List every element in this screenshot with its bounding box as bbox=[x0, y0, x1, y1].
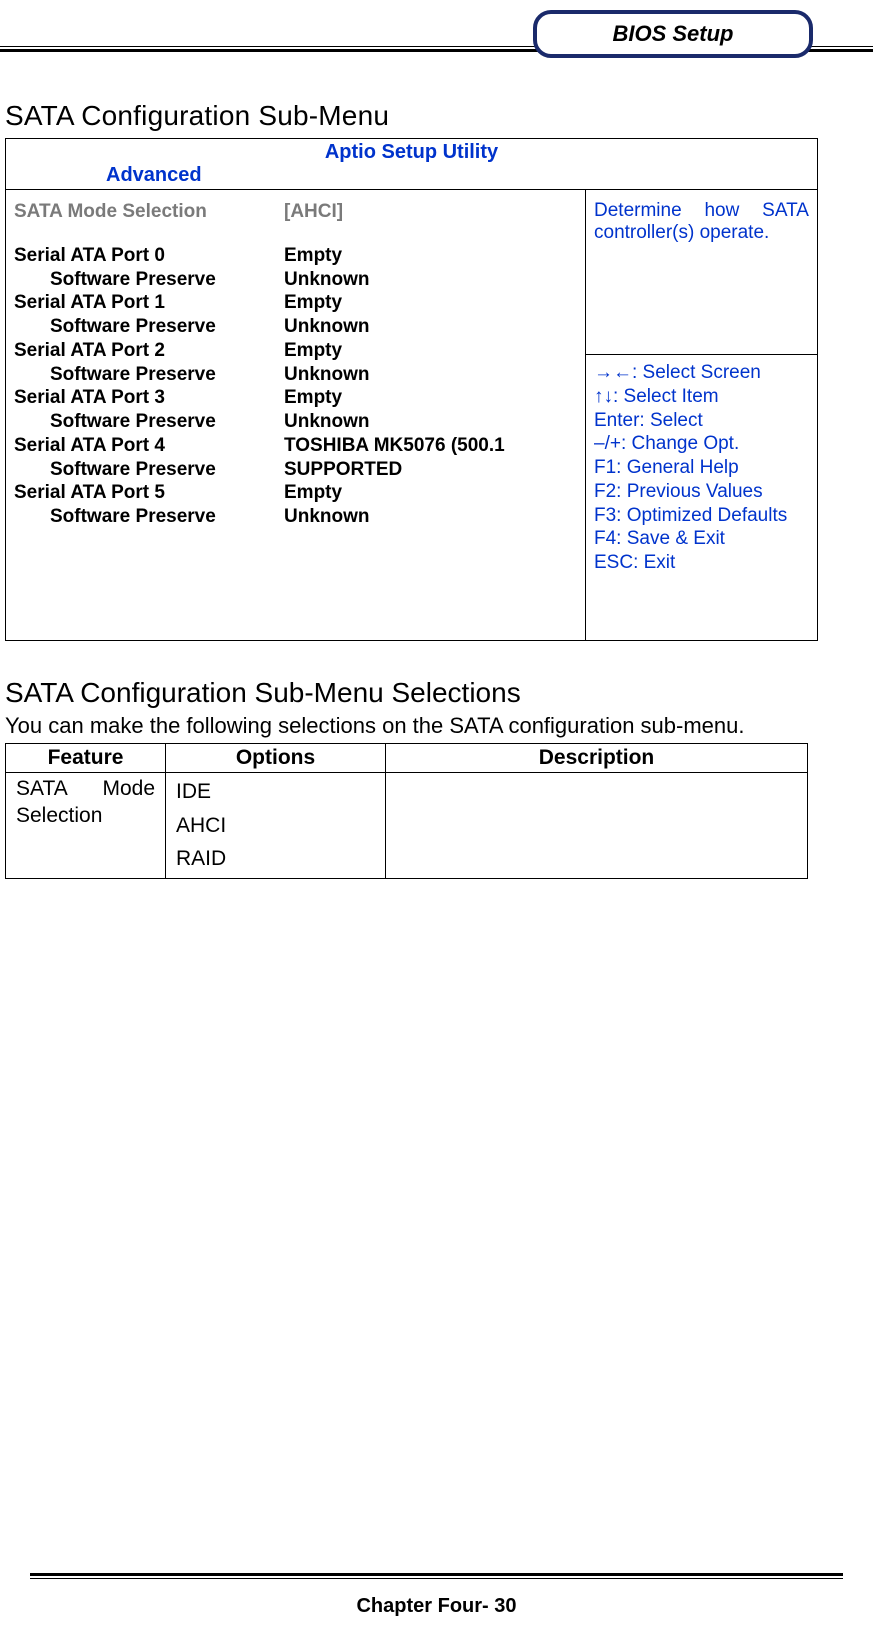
bios-utility-title: Aptio Setup Utility bbox=[6, 141, 817, 164]
bios-row: Serial ATA Port 2Empty bbox=[14, 339, 579, 363]
bios-row-value: TOSHIBA MK5076 (500.1 bbox=[284, 434, 579, 458]
help-key-line: F3: Optimized Defaults bbox=[594, 504, 809, 528]
section1-title: SATA Configuration Sub-Menu bbox=[5, 100, 813, 132]
section2-title: SATA Configuration Sub-Menu Selections bbox=[5, 677, 813, 709]
bios-row-label: Serial ATA Port 2 bbox=[14, 339, 284, 363]
help-key-line: →←: Select Screen bbox=[594, 361, 809, 385]
footer-rule bbox=[30, 1573, 843, 1579]
bios-row: Serial ATA Port 4TOSHIBA MK5076 (500.1 bbox=[14, 434, 579, 458]
spacer bbox=[14, 224, 579, 244]
bios-row-value: Empty bbox=[284, 291, 579, 315]
bios-row-value: Unknown bbox=[284, 315, 579, 339]
bios-row-label: Serial ATA Port 3 bbox=[14, 386, 284, 410]
bios-row-label: Serial ATA Port 4 bbox=[14, 434, 284, 458]
bios-row-label: Serial ATA Port 1 bbox=[14, 291, 284, 315]
bios-row-value: Unknown bbox=[284, 268, 579, 292]
section2-intro: You can make the following selections on… bbox=[5, 713, 813, 739]
feature-word: Selection bbox=[16, 804, 102, 827]
option-item: IDE bbox=[176, 775, 375, 809]
bios-mode-value: [AHCI] bbox=[284, 200, 579, 224]
help-key-line: Enter: Select bbox=[594, 409, 809, 433]
cell-feature: SATA Mode Selection bbox=[6, 773, 166, 879]
help-key-line: F4: Save & Exit bbox=[594, 527, 809, 551]
bios-row-value: Unknown bbox=[284, 410, 579, 434]
bios-row-value: Unknown bbox=[284, 363, 579, 387]
help-key-line: ESC: Exit bbox=[594, 551, 809, 575]
option-item: RAID bbox=[176, 842, 375, 876]
page-footer: Chapter Four- 30 bbox=[0, 1573, 873, 1618]
bios-row: Serial ATA Port 1Empty bbox=[14, 291, 579, 315]
bios-row: Software PreserveUnknown bbox=[14, 410, 579, 434]
bios-row: Software PreserveUnknown bbox=[14, 363, 579, 387]
bios-row: Serial ATA Port 5Empty bbox=[14, 481, 579, 505]
help-key-line: F2: Previous Values bbox=[594, 480, 809, 504]
bios-row: Software PreserveUnknown bbox=[14, 315, 579, 339]
bios-row-label: Software Preserve bbox=[14, 268, 284, 292]
feature-word: Mode bbox=[102, 775, 155, 802]
bios-row-label: Software Preserve bbox=[14, 505, 284, 529]
bios-mode-label: SATA Mode Selection bbox=[14, 200, 284, 224]
bios-row-label: Serial ATA Port 0 bbox=[14, 244, 284, 268]
table-header-row: Feature Options Description bbox=[6, 744, 808, 773]
help-key-line: F1: General Help bbox=[594, 456, 809, 480]
bios-help-panel: Determine how SATA controller(s) operate… bbox=[585, 190, 817, 640]
footer-text: Chapter Four- 30 bbox=[0, 1595, 873, 1618]
bios-row-value: Empty bbox=[284, 386, 579, 410]
col-description: Description bbox=[386, 744, 808, 773]
selections-table: Feature Options Description SATA Mode Se… bbox=[5, 743, 808, 879]
cell-options: IDE AHCI RAID bbox=[166, 773, 386, 879]
bios-row-label: Software Preserve bbox=[14, 315, 284, 339]
bios-row: Software PreserveUnknown bbox=[14, 505, 579, 529]
help-key-line: ↑↓: Select Item bbox=[594, 385, 809, 409]
help-key-line: –/+: Change Opt. bbox=[594, 432, 809, 456]
bios-row: Serial ATA Port 0Empty bbox=[14, 244, 579, 268]
bios-row-label: Serial ATA Port 5 bbox=[14, 481, 284, 505]
bios-row-value: Empty bbox=[284, 244, 579, 268]
header-badge: BIOS Setup bbox=[533, 10, 813, 58]
table-row: SATA Mode Selection IDE AHCI RAID bbox=[6, 773, 808, 879]
bios-row-label: Software Preserve bbox=[14, 363, 284, 387]
bios-row: Software PreserveUnknown bbox=[14, 268, 579, 292]
bios-settings-list: SATA Mode Selection [AHCI] Serial ATA Po… bbox=[6, 190, 585, 640]
bios-header: Aptio Setup Utility Advanced bbox=[6, 139, 817, 190]
bios-panel: Aptio Setup Utility Advanced SATA Mode S… bbox=[5, 138, 818, 641]
bios-help-description: Determine how SATA controller(s) operate… bbox=[586, 190, 817, 355]
bios-row: Serial ATA Port 3Empty bbox=[14, 386, 579, 410]
bios-row-value: SUPPORTED bbox=[284, 458, 579, 482]
cell-description bbox=[386, 773, 808, 879]
bios-row-mode-selection: SATA Mode Selection [AHCI] bbox=[14, 200, 579, 224]
col-options: Options bbox=[166, 744, 386, 773]
page-header: BIOS Setup bbox=[30, 10, 813, 80]
bios-tab-advanced: Advanced bbox=[6, 164, 817, 187]
bios-row: Software PreserveSUPPORTED bbox=[14, 458, 579, 482]
bios-row-value: Unknown bbox=[284, 505, 579, 529]
feature-word: SATA bbox=[16, 775, 68, 802]
bios-help-keys: →←: Select Screen ↑↓: Select Item Enter:… bbox=[586, 355, 817, 640]
bios-row-label: Software Preserve bbox=[14, 410, 284, 434]
bios-row-value: Empty bbox=[284, 339, 579, 363]
option-item: AHCI bbox=[176, 809, 375, 843]
bios-row-label: Software Preserve bbox=[14, 458, 284, 482]
header-label: BIOS Setup bbox=[612, 21, 733, 47]
col-feature: Feature bbox=[6, 744, 166, 773]
bios-row-value: Empty bbox=[284, 481, 579, 505]
